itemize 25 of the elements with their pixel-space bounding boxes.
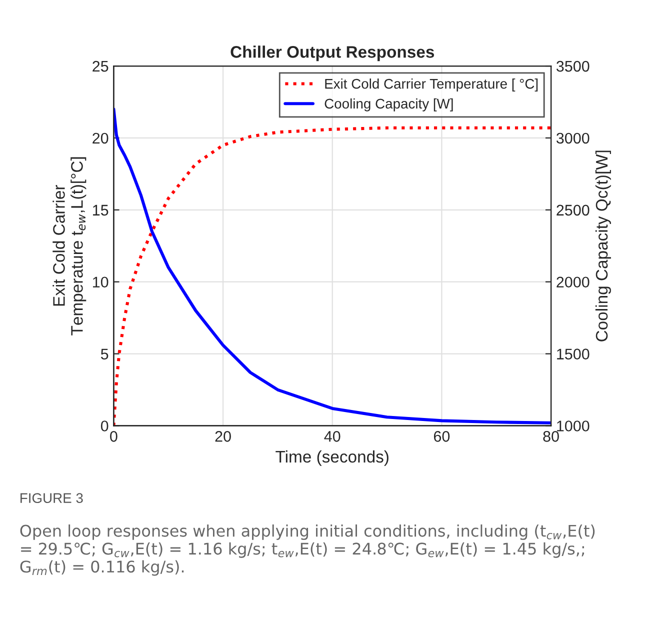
x-tick-label: 0 bbox=[110, 430, 118, 442]
caption: FIGURE 3 bbox=[20, 493, 83, 503]
y2-tick-label: 3500 bbox=[556, 60, 590, 72]
y2-tick-label: 2500 bbox=[556, 204, 590, 216]
y-tick-label: 10 bbox=[93, 276, 108, 288]
text: Open loop responses when applying initial conditions, including (t$_{cw}$,E(t) = 29.5℃; G$_{cw}$,E(t) = 1.16 kg/s; t$_{ew}$,E(t) = 24.8℃; G$_{ew}$,E(t) = 1.45 kg/s,; G$_{rm}$(t) = 0.116 kg/s). bbox=[20, 524, 595, 576]
legend-label: Exit Cold Carrier Temperature [ °C] bbox=[325, 78, 538, 92]
chart-title: Chiller Output Responses bbox=[230, 46, 434, 62]
y2-tick-label: 1000 bbox=[557, 420, 590, 432]
y2-tick-label: 3000 bbox=[556, 132, 590, 144]
y2-tick-label: 2000 bbox=[556, 276, 590, 288]
x-tick-label: 60 bbox=[434, 430, 450, 442]
y-tick-label: 25 bbox=[92, 60, 108, 72]
x-tick-label: 80 bbox=[543, 430, 559, 442]
y2-axis-title: Cooling Capacity Qc(t)[W] bbox=[595, 150, 611, 342]
y-tick-label: 20 bbox=[92, 132, 108, 144]
y-tick-label: 5 bbox=[100, 348, 108, 360]
y2-tick-label: 1500 bbox=[557, 348, 590, 360]
legend-label: Cooling Capacity [W] bbox=[324, 98, 453, 112]
x-tick-label: 20 bbox=[215, 430, 231, 442]
x-axis-title: Time (seconds) bbox=[276, 450, 388, 466]
y-tick-label: 15 bbox=[93, 204, 108, 216]
y-tick-label: 0 bbox=[100, 420, 108, 432]
y-axis-title: Exit Cold Carrier Temperature t$_{ew}$,L(t)[°C] bbox=[52, 157, 86, 336]
x-tick-label: 40 bbox=[324, 430, 340, 442]
